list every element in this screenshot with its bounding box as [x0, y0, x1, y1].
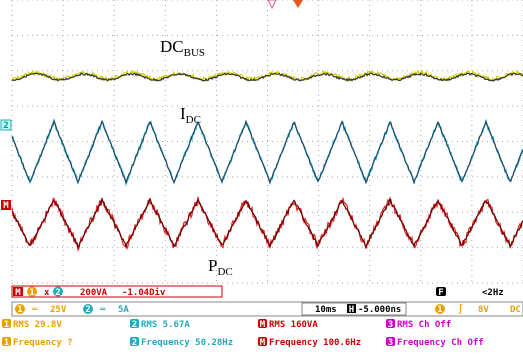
- ch1-coupling: ═: [31, 305, 38, 315]
- meas-rms: RMS 160VA: [269, 320, 318, 330]
- ch2-marker-text: 2: [3, 121, 8, 131]
- trig-coupling: DC: [510, 305, 521, 315]
- meas-channel: 1: [4, 320, 9, 330]
- meas-channel: M: [260, 338, 266, 348]
- meas-channel: 3: [388, 320, 393, 330]
- meas-rms: RMS 29.8V: [13, 320, 62, 330]
- page: {"plot_labels":{"dc_bus":{"main":"DC","s…: [0, 0, 523, 359]
- ch1: 1: [17, 305, 22, 315]
- scope-screen: DCBUS IDC PDC 2 M M 1 x 2 200VA -1.04Div…: [0, 0, 523, 359]
- src-b: 2: [55, 288, 60, 298]
- src-a: 1: [29, 288, 34, 298]
- meas-channel: 2: [132, 320, 137, 330]
- meas-frequency: Frequency ?: [13, 338, 73, 348]
- ch2: 2: [85, 305, 90, 315]
- math-marker-text: M: [3, 201, 9, 211]
- ch2-scale: 5A: [118, 305, 129, 315]
- math-badge-text: M: [15, 288, 21, 298]
- ch2-coupling: ═: [99, 305, 106, 315]
- meas-frequency: Frequency 50.28Hz: [141, 338, 233, 348]
- meas-frequency: Frequency Ch Off: [397, 338, 484, 348]
- trig-level: 8V: [478, 305, 489, 315]
- f-badge-text: F: [438, 288, 443, 298]
- meas-channel: 1: [4, 338, 9, 348]
- trig-ch: 1: [437, 305, 442, 315]
- h-badge-text: H: [349, 305, 354, 315]
- meas-channel: 2: [132, 338, 137, 348]
- meas-channel: 3: [388, 338, 393, 348]
- math-scale: 200VA: [80, 288, 108, 298]
- meas-channel: M: [260, 320, 266, 330]
- math-offset: -1.04Div: [122, 287, 166, 298]
- freq: <2Hz: [482, 288, 504, 298]
- h-position: -5.000ns: [358, 305, 401, 315]
- operator: x: [44, 288, 50, 298]
- meas-rms: RMS 5.67A: [141, 320, 190, 330]
- trig-slope: ∫: [458, 304, 463, 315]
- ch1-scale: 25V: [50, 305, 67, 315]
- timebase: 10ms: [315, 305, 337, 315]
- meas-frequency: Frequency 100.6Hz: [269, 338, 361, 348]
- meas-rms: RMS Ch Off: [397, 320, 451, 330]
